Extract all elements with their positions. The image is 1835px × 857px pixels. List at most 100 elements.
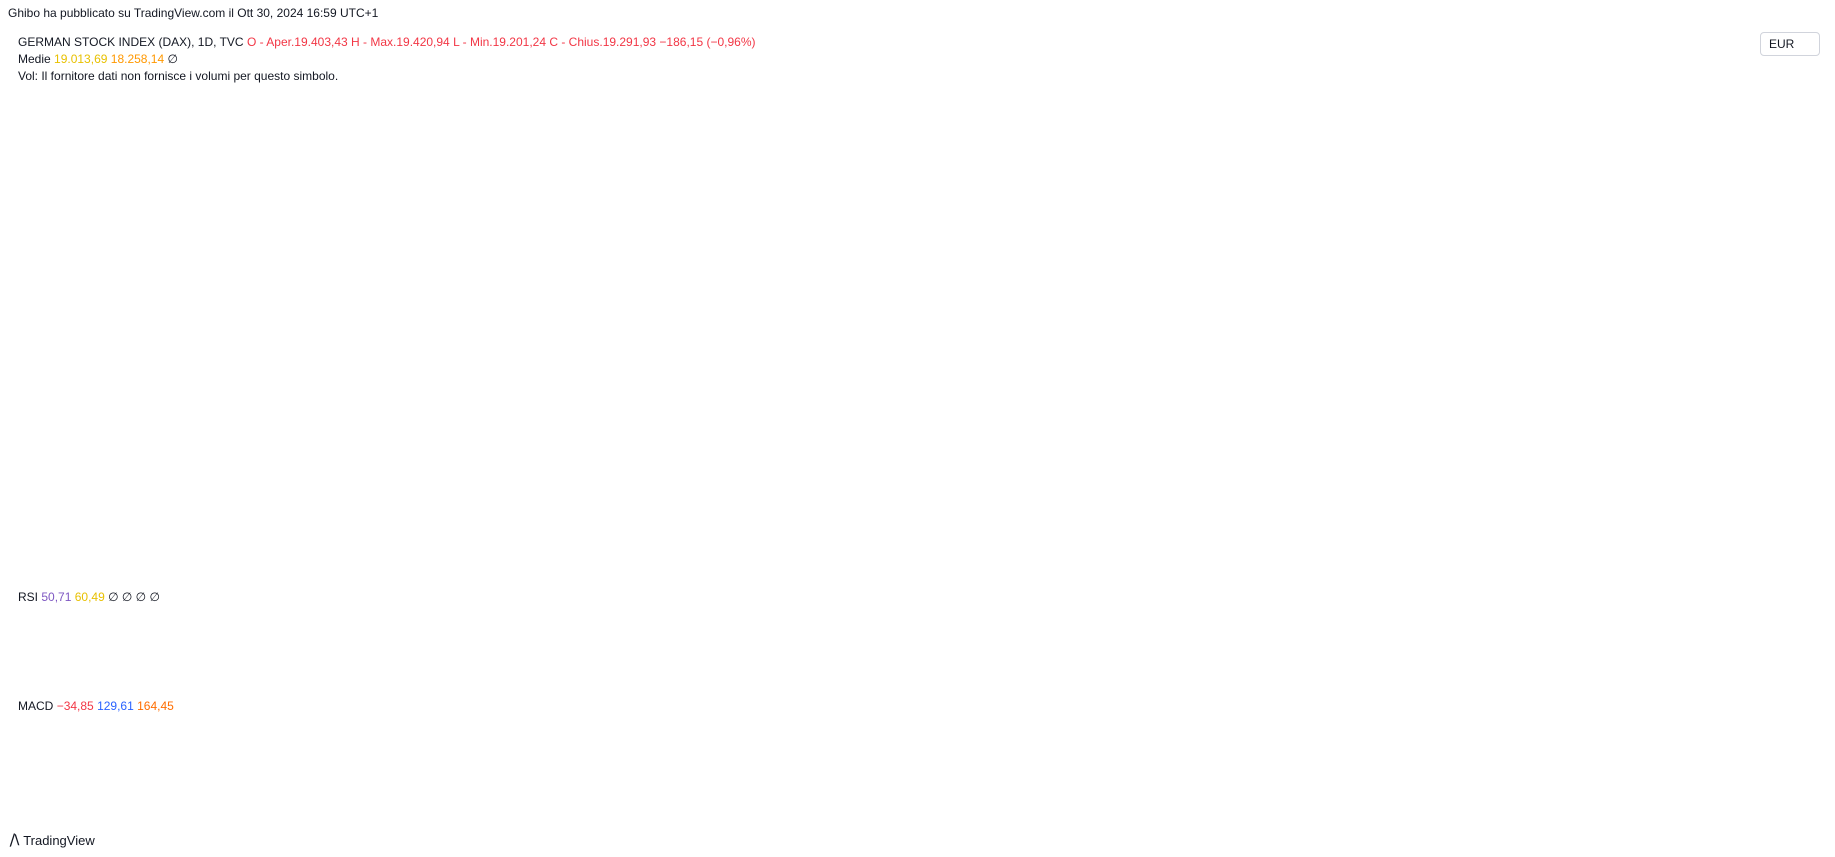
- countdown-label: 30:47: [1761, 136, 1789, 148]
- candle-body: [1255, 294, 1261, 296]
- macd-histogram-bar: [338, 713, 344, 748]
- candle-body: [603, 287, 609, 301]
- macd-histogram-bar: [39, 748, 45, 754]
- candle-body: [263, 395, 269, 402]
- candle-body: [1276, 265, 1282, 279]
- candle-body: [1486, 197, 1492, 204]
- candle-body: [1330, 194, 1336, 201]
- macd-histogram-bar: [855, 748, 860, 762]
- currency-button[interactable]: EUR: [1760, 32, 1820, 56]
- candle-body: [1133, 232, 1139, 242]
- macd-histogram-bar: [19, 746, 25, 748]
- candle-body: [175, 406, 181, 413]
- macd-histogram-bar: [1296, 688, 1302, 748]
- macd-histogram-bar: [637, 748, 643, 762]
- macd-histogram-bar: [325, 727, 331, 748]
- macd-histogram-bar: [1133, 748, 1139, 764]
- candle-body: [1031, 235, 1037, 241]
- candle-body: [1242, 311, 1248, 326]
- candle-body: [318, 354, 324, 369]
- last-price-box: [1757, 118, 1819, 149]
- macd-histogram-bar: [114, 736, 120, 748]
- macd-histogram-bar: [433, 729, 439, 748]
- macd-histogram-bar: [610, 748, 616, 784]
- macd-histogram-bar: [1119, 746, 1125, 748]
- x-axis-label: 2024: [15, 802, 39, 814]
- macd-histogram-bar: [1147, 748, 1153, 755]
- candle-body: [1058, 209, 1064, 217]
- macd-histogram-bar: [657, 748, 663, 761]
- macd-histogram-bar: [1194, 748, 1200, 801]
- macd-histogram-bar: [379, 716, 385, 748]
- candle-body: [304, 373, 310, 375]
- candle-body: [1643, 95, 1649, 106]
- macd-hist-value: −34,85: [56, 699, 94, 713]
- macd-histogram-bar: [508, 727, 514, 748]
- macd-histogram-bar: [372, 709, 378, 748]
- macd-histogram-bar: [1357, 714, 1363, 748]
- macd-histogram-bar: [1507, 724, 1513, 748]
- candle-body: [1167, 233, 1173, 235]
- candle-body: [1337, 189, 1343, 193]
- macd-histogram-bar: [943, 748, 949, 778]
- candle-body: [372, 304, 378, 310]
- macd-histogram-bar: [413, 719, 419, 748]
- symbol-badge: [1710, 118, 1752, 135]
- macd-histogram-bar: [1663, 729, 1669, 748]
- candle-body: [1092, 222, 1098, 228]
- macd-histogram-bar: [73, 748, 79, 756]
- macd-histogram-bar: [562, 748, 568, 763]
- macd-histogram-bar: [725, 713, 731, 748]
- publish-info: Ghibo ha pubblicato su TradingView.com i…: [8, 6, 379, 20]
- macd-histogram-bar: [515, 725, 521, 748]
- candle-body: [1113, 227, 1119, 241]
- macd-histogram-bar: [739, 705, 745, 748]
- macd-histogram-bar: [1086, 738, 1092, 748]
- candle-body: [528, 230, 534, 238]
- macd-histogram-bar: [168, 726, 174, 748]
- candle-body: [1615, 124, 1621, 132]
- macd-histogram-bar: [1548, 692, 1554, 748]
- candle-body: [1541, 128, 1547, 136]
- macd-histogram-bar: [481, 724, 487, 748]
- candle-body: [1208, 345, 1214, 363]
- macd-histogram-bar: [590, 748, 596, 771]
- macd-label[interactable]: MACD: [18, 699, 54, 713]
- candle-body: [922, 265, 928, 274]
- macd-histogram-bar: [1350, 696, 1356, 748]
- macd-histogram-bar: [1228, 748, 1234, 803]
- macd-histogram-bar: [399, 714, 405, 748]
- candle-body: [392, 286, 398, 302]
- macd-histogram-bar: [1405, 748, 1411, 765]
- macd-histogram-bar: [1622, 735, 1628, 748]
- rsi-label[interactable]: RSI: [18, 590, 39, 604]
- x-axis-label: Mar: [400, 802, 419, 814]
- level-label: 17.930,23: [1764, 284, 1813, 296]
- macd-histogram-bar: [392, 706, 398, 748]
- candle-body: [1289, 251, 1295, 266]
- macd-histogram-bar: [1466, 747, 1472, 748]
- candle-body: [984, 260, 990, 272]
- candle-body: [685, 272, 691, 282]
- candle-body: [1683, 93, 1689, 107]
- candle-body: [1473, 203, 1479, 225]
- level-label-box: [1757, 73, 1819, 90]
- macd-histogram-bar: [603, 748, 609, 785]
- macd-histogram-bar: [950, 748, 956, 779]
- candle-body: [1106, 219, 1112, 231]
- candle-body: [848, 207, 854, 213]
- candle-body: [732, 219, 738, 221]
- candle-body: [1065, 210, 1071, 219]
- ma-label[interactable]: Medie: [18, 52, 51, 66]
- candle-body: [1514, 182, 1520, 193]
- symbol-title[interactable]: GERMAN STOCK INDEX (DAX), 1D, TVC: [18, 35, 244, 49]
- candle-body: [990, 263, 996, 275]
- candle-body: [793, 198, 799, 204]
- candle-body: [386, 301, 392, 306]
- macd-histogram-bar: [732, 713, 738, 748]
- candle-body: [229, 407, 235, 413]
- candle-body: [698, 263, 704, 276]
- candle-body: [1561, 122, 1567, 140]
- macd-histogram-bar: [263, 736, 269, 748]
